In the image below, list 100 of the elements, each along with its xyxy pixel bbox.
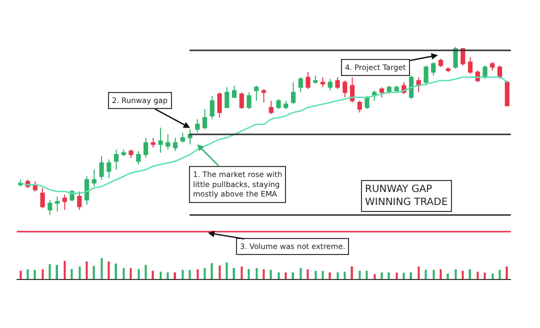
bar (34, 270, 36, 280)
bar (166, 272, 169, 280)
bar (498, 270, 501, 280)
candlestick (276, 98, 281, 110)
candlestick (306, 72, 310, 90)
bar (410, 272, 412, 280)
bar (396, 272, 398, 280)
candlestick (232, 85, 237, 98)
bar (86, 261, 88, 280)
candlestick (438, 58, 444, 68)
candlestick (99, 156, 104, 180)
bar (300, 268, 302, 280)
candlestick (166, 134, 170, 150)
bar (174, 272, 176, 280)
bar (262, 269, 265, 280)
bar (492, 273, 494, 280)
candlestick (357, 100, 362, 113)
bar (476, 272, 479, 280)
candlestick (180, 132, 185, 144)
bar (418, 266, 420, 280)
candlestick (210, 95, 214, 120)
bar (218, 265, 221, 280)
bar (42, 269, 44, 280)
bar (114, 264, 117, 280)
bar (204, 268, 206, 280)
bar (314, 270, 317, 280)
bar (20, 270, 22, 280)
bar (424, 270, 427, 280)
bar (468, 269, 471, 280)
bar (292, 272, 294, 280)
bar (484, 272, 486, 280)
candlestick (261, 88, 266, 103)
bar (440, 269, 442, 280)
candlestick (416, 76, 421, 93)
candlestick (408, 75, 414, 100)
candlestick (239, 92, 244, 110)
bar (402, 272, 405, 280)
bar (388, 272, 390, 280)
bar (48, 264, 51, 280)
candlestick (92, 169, 96, 187)
candlestick (136, 150, 141, 166)
bar (182, 270, 184, 280)
candlestick (48, 199, 52, 216)
bar (152, 270, 154, 280)
candlestick (320, 76, 326, 88)
candlestick (246, 92, 252, 110)
candlestick (342, 80, 348, 98)
candlestick (313, 75, 318, 84)
candlestick (195, 118, 200, 134)
candlestick (254, 85, 259, 102)
bar (284, 272, 287, 280)
bar (344, 272, 346, 280)
candlestick (62, 194, 67, 210)
bar (432, 270, 435, 280)
bar (506, 266, 508, 280)
candlestick (106, 159, 112, 179)
candlestick (460, 48, 466, 66)
candlestick (504, 80, 510, 106)
candlestick (158, 127, 163, 154)
bar (322, 270, 324, 280)
bar (446, 273, 449, 280)
bar (270, 270, 272, 280)
bar (160, 272, 162, 280)
candlestick (453, 46, 458, 70)
candlestick (84, 176, 90, 206)
bar (92, 266, 95, 280)
bar (100, 258, 103, 280)
bar (454, 269, 457, 280)
candlestick (114, 148, 119, 170)
candlestick (350, 76, 355, 103)
candlestick (268, 100, 274, 115)
candlestick (40, 188, 45, 209)
candlestick (490, 62, 495, 71)
bar (462, 270, 464, 280)
bar (278, 272, 280, 280)
candlestick (394, 85, 399, 93)
candlestick (379, 86, 384, 98)
candlestick (172, 137, 178, 152)
candlestick (150, 137, 156, 148)
candlestick (328, 78, 332, 92)
candlestick (217, 92, 222, 118)
bar (358, 270, 361, 280)
candlestick (121, 148, 126, 157)
candlestick (424, 64, 428, 86)
bar (306, 269, 309, 280)
bar (328, 272, 331, 280)
candlestick (482, 64, 488, 80)
bar (240, 266, 243, 280)
bar (78, 266, 81, 280)
bar (336, 272, 339, 280)
candlestick (128, 148, 134, 158)
candlestick (224, 86, 230, 108)
bar (138, 269, 140, 280)
candlestick (143, 137, 148, 158)
bar (248, 269, 250, 280)
bar (196, 269, 199, 280)
bar (56, 264, 58, 280)
bar (122, 268, 125, 280)
bar (210, 263, 213, 280)
bar (232, 268, 235, 280)
